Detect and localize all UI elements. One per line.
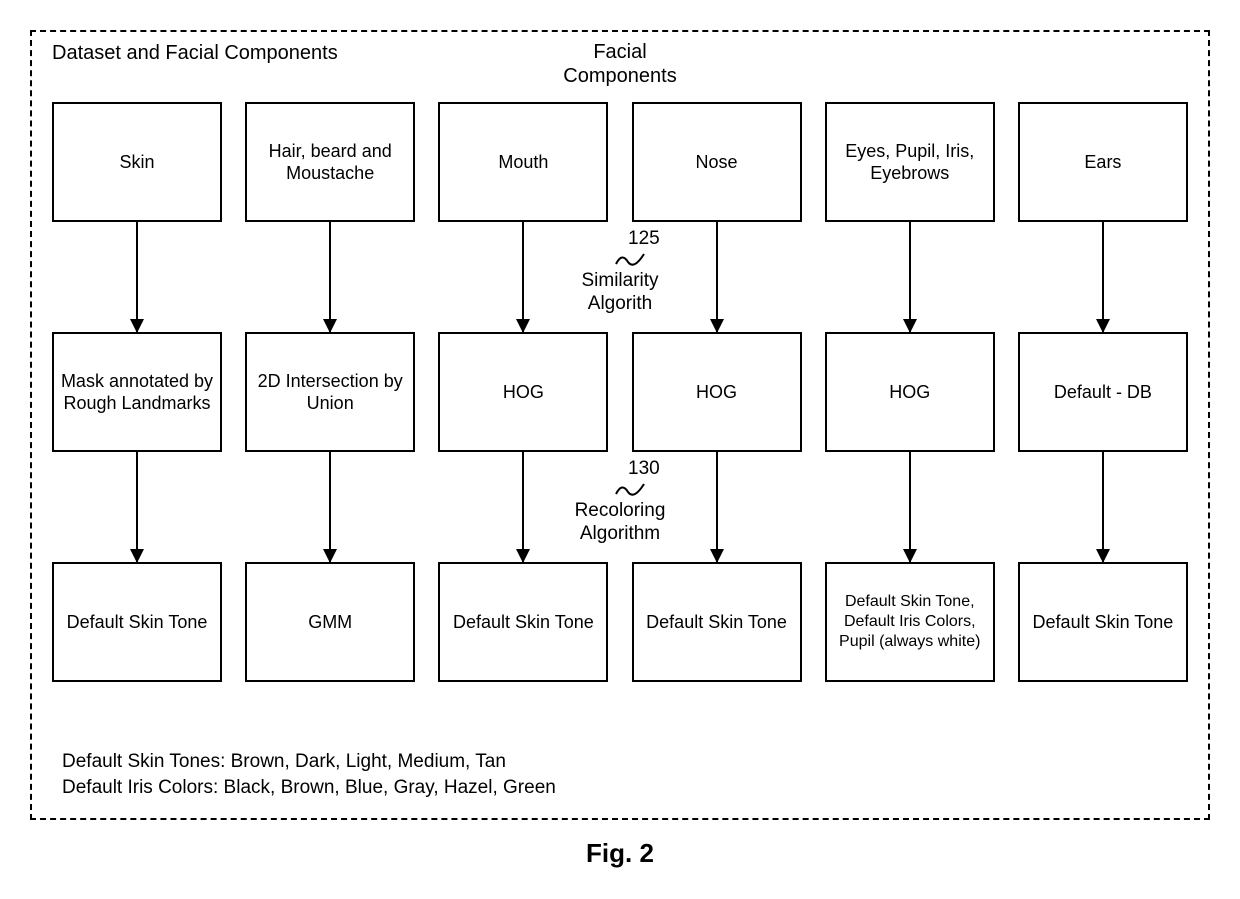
row-2: Mask annotated by Rough Landmarks 2D Int… (52, 332, 1188, 452)
squiggle-icon (614, 248, 650, 270)
arrow-icon (136, 452, 138, 562)
arrow-cell (52, 452, 222, 562)
box-2d-intersection: 2D Intersection by Union (245, 332, 415, 452)
header-label: Facial Components (563, 40, 676, 88)
arrow-icon (1102, 452, 1104, 562)
box-mask: Mask annotated by Rough Landmarks (52, 332, 222, 452)
box-nose: Nose (632, 102, 802, 222)
arrow-icon (909, 222, 911, 332)
box-default-skin-2: Default Skin Tone (438, 562, 608, 682)
recoloring-line1: Recoloring (575, 500, 666, 521)
box-hog-1: HOG (438, 332, 608, 452)
arrow-cell (825, 222, 995, 332)
box-ears: Ears (1018, 102, 1188, 222)
arrows-1-2: 125 Similarity Algorith (52, 222, 1188, 332)
footer-line1: Default Skin Tones: Brown, Dark, Light, … (62, 749, 556, 776)
arrow-icon (522, 222, 524, 332)
arrow-icon (716, 222, 718, 332)
footer-notes: Default Skin Tones: Brown, Dark, Light, … (62, 749, 556, 802)
similarity-line2: Algorith (588, 293, 652, 314)
box-default-skin-4: Default Skin Tone (1018, 562, 1188, 682)
diagram-container: Dataset and Facial Components Facial Com… (30, 30, 1210, 820)
similarity-label: Similarity Algorith (577, 270, 662, 316)
recoloring-label: Recoloring Algorithm (571, 500, 670, 546)
arrows-2-3: 130 Recoloring Algorithm (52, 452, 1188, 562)
figure-label: Fig. 2 (30, 838, 1210, 869)
row-1: Skin Hair, beard and Moustache Mouth Nos… (52, 102, 1188, 222)
arrow-cell (1018, 222, 1188, 332)
box-mouth: Mouth (438, 102, 608, 222)
arrow-cell (245, 222, 415, 332)
arrow-icon (329, 222, 331, 332)
recoloring-line2: Algorithm (580, 523, 660, 544)
arrow-cell (1018, 452, 1188, 562)
arrow-icon (716, 452, 718, 562)
box-skin: Skin (52, 102, 222, 222)
container-title: Dataset and Facial Components (52, 42, 338, 65)
arrow-icon (329, 452, 331, 562)
box-hair: Hair, beard and Moustache (245, 102, 415, 222)
arrow-icon (1102, 222, 1104, 332)
arrow-icon (909, 452, 911, 562)
box-default-db: Default - DB (1018, 332, 1188, 452)
similarity-line1: Similarity (581, 270, 658, 291)
flowchart-grid: Skin Hair, beard and Moustache Mouth Nos… (52, 102, 1188, 682)
arrow-cell (825, 452, 995, 562)
squiggle-icon (614, 478, 650, 500)
ref-125: 125 (628, 228, 660, 250)
box-eyes: Eyes, Pupil, Iris, Eyebrows (825, 102, 995, 222)
box-hog-2: HOG (632, 332, 802, 452)
box-hog-3: HOG (825, 332, 995, 452)
header-line1: Facial (593, 41, 646, 63)
box-gmm: GMM (245, 562, 415, 682)
box-default-skin-iris: Default Skin Tone, Default Iris Colors, … (825, 562, 995, 682)
arrow-icon (522, 452, 524, 562)
ref-130: 130 (628, 458, 660, 480)
box-default-skin-3: Default Skin Tone (632, 562, 802, 682)
arrow-cell (52, 222, 222, 332)
header-line2: Components (563, 65, 676, 87)
footer-line2: Default Iris Colors: Black, Brown, Blue,… (62, 775, 556, 802)
arrow-cell (245, 452, 415, 562)
arrow-icon (136, 222, 138, 332)
box-default-skin-1: Default Skin Tone (52, 562, 222, 682)
row-3: Default Skin Tone GMM Default Skin Tone … (52, 562, 1188, 682)
